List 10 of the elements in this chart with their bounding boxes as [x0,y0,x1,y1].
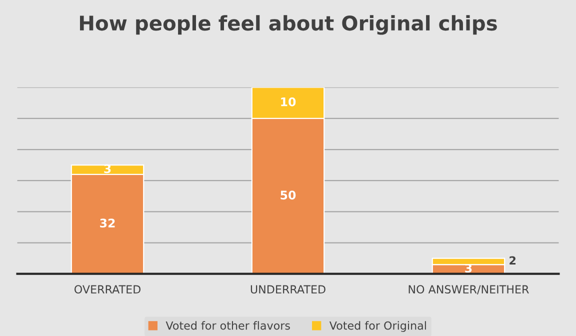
data-label: 50 [280,190,296,200]
x-tick-label: NO ANSWER/NEITHER [408,285,529,294]
x-tick-label: UNDERRATED [250,285,326,294]
data-label: 10 [281,97,296,106]
legend-label: Voted for Original [329,321,426,332]
data-label: 2 [510,256,516,264]
chart-title: How people feel about Original chips [80,15,497,35]
x-tick-label: OVERRATED [74,285,140,294]
legend-label: Voted for other flavors [166,321,290,330]
data-label: 32 [100,218,115,228]
